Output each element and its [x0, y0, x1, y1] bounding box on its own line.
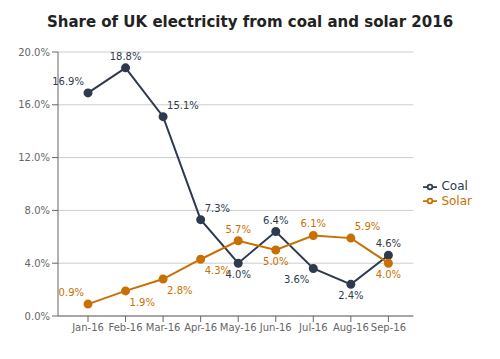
svg-text:Sep-16: Sep-16	[371, 322, 406, 333]
svg-text:12.0%: 12.0%	[18, 152, 50, 163]
svg-text:2.4%: 2.4%	[338, 290, 363, 301]
svg-text:0.9%: 0.9%	[59, 287, 84, 298]
svg-text:5.7%: 5.7%	[226, 224, 251, 235]
svg-text:4.6%: 4.6%	[376, 238, 401, 249]
svg-text:Feb-16: Feb-16	[109, 322, 143, 333]
svg-text:3.6%: 3.6%	[284, 274, 309, 285]
svg-text:18.8%: 18.8%	[110, 51, 142, 62]
svg-text:5.0%: 5.0%	[263, 256, 288, 267]
svg-text:Jun-16: Jun-16	[259, 322, 292, 333]
svg-text:May-16: May-16	[220, 322, 257, 333]
svg-text:6.1%: 6.1%	[301, 218, 326, 229]
svg-text:6.4%: 6.4%	[263, 215, 288, 226]
svg-text:4.0%: 4.0%	[376, 269, 401, 280]
svg-text:4.0%: 4.0%	[25, 258, 50, 269]
html-text:Coal: Coal	[441, 179, 468, 193]
svg-text:Jul-16: Jul-16	[298, 322, 327, 333]
html-text:Share of UK electricity from c: Share of UK electricity from coal and so…	[46, 13, 454, 31]
svg-text:Mar-16: Mar-16	[146, 322, 181, 333]
svg-text:16.9%: 16.9%	[52, 76, 84, 87]
svg-text:4.0%: 4.0%	[225, 269, 251, 281]
svg-text:8.0%: 8.0%	[25, 205, 50, 216]
svg-text:Aug-16: Aug-16	[333, 322, 369, 333]
svg-text:15.1%: 15.1%	[167, 100, 199, 111]
svg-text:7.3%: 7.3%	[205, 203, 230, 214]
html-text:Solar: Solar	[441, 193, 472, 208]
svg-text:4.3%: 4.3%	[205, 265, 230, 276]
svg-text:Apr-16: Apr-16	[184, 322, 217, 333]
svg-text:5.9%: 5.9%	[355, 221, 380, 232]
svg-text:2.8%: 2.8%	[167, 285, 192, 296]
svg-text:1.9%: 1.9%	[130, 297, 155, 308]
svg-text:20.0%: 20.0%	[18, 47, 50, 58]
svg-text:0.0%: 0.0%	[25, 311, 50, 322]
svg-text:16.0%: 16.0%	[18, 99, 50, 110]
svg-text:Jan-16: Jan-16	[71, 322, 104, 333]
